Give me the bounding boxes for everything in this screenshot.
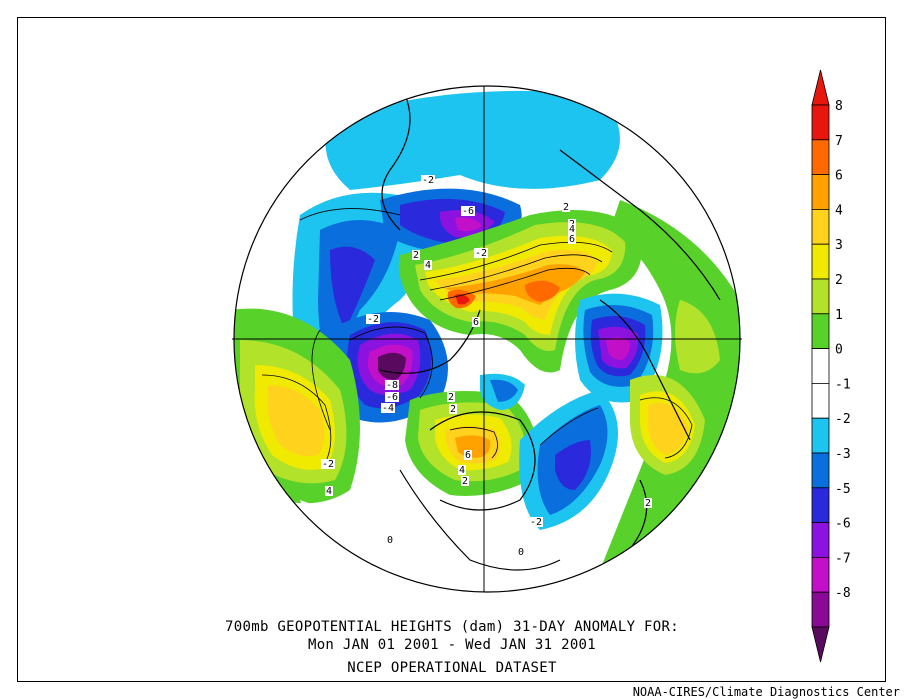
contour-label: 2	[448, 392, 454, 403]
contour-label-bg	[461, 476, 469, 486]
colorbar-swatch	[811, 174, 830, 210]
contour-label-bg	[568, 224, 576, 234]
contour-label: -2	[322, 459, 334, 470]
colorbar-label: 4	[835, 203, 843, 218]
anomaly-field	[234, 86, 740, 592]
contour-label-bg	[461, 206, 475, 216]
contour-label-bg	[412, 250, 420, 260]
colorbar-label: 2	[835, 273, 843, 288]
contour-label: 2	[645, 498, 651, 509]
contour-label-bg	[568, 234, 576, 244]
credit-text: NOAA-CIRES/Climate Diagnostics Center	[632, 685, 900, 699]
contour-label: 2	[563, 202, 569, 213]
title-line-2: Mon JAN 01 2001 - Wed JAN 31 2001	[307, 637, 597, 653]
colorbar-swatch	[811, 243, 830, 280]
contour-label-bg	[381, 403, 395, 413]
colorbar-bottom-arrow	[811, 626, 830, 663]
contour-label-bg	[321, 459, 335, 469]
contour-label: 6	[473, 317, 479, 328]
contour-label: -6	[462, 206, 474, 217]
colorbar-label: 8	[835, 99, 843, 114]
colorbar-top-arrow	[811, 69, 830, 106]
colorbar-label: -8	[835, 586, 851, 601]
colorbar-swatch	[811, 522, 830, 558]
contour-label: 6	[569, 234, 575, 245]
colorbar-swatch	[811, 417, 830, 454]
contour-label: 4	[569, 224, 575, 235]
contour-label: -2	[475, 248, 487, 259]
contour-label: -6	[386, 392, 398, 403]
contour-label-bg	[472, 317, 480, 327]
contour-label-bg	[385, 392, 399, 402]
contour-label-bg	[447, 392, 455, 402]
contour-label: -8	[386, 380, 398, 391]
colorbar-swatch	[811, 452, 830, 489]
contour-label-bg	[644, 498, 652, 508]
contour-lines	[261, 208, 693, 469]
colorbar-label: -5	[835, 482, 851, 497]
title-line-3: NCEP OPERATIONAL DATASET	[347, 660, 557, 676]
contour-label-bg	[385, 380, 399, 390]
contour-label-bg	[366, 314, 380, 324]
colorbar-label: -1	[835, 377, 851, 392]
contour-label: 2	[462, 476, 468, 487]
colorbar-label: 6	[835, 169, 843, 184]
map-boundary	[233, 85, 741, 593]
contour-label: 6	[465, 450, 471, 461]
title-line-1: 700mb GEOPOTENTIAL HEIGHTS (dam) 31-DAY …	[225, 619, 679, 635]
contour-label: 2	[413, 250, 419, 261]
contour-label: 4	[425, 260, 431, 271]
contour-label-bg	[386, 535, 394, 545]
contour-label-bg	[424, 260, 432, 270]
colorbar-label: -3	[835, 447, 851, 462]
colorbar-label: -2	[835, 412, 851, 427]
colorbar-swatch	[811, 557, 830, 593]
contour-label-bg	[421, 175, 435, 185]
contour-label-bg	[562, 202, 570, 212]
colorbar: 8 7 6 4 3 2 1 0 -1 -2 -3 -5 -6 -7 -8	[811, 69, 851, 663]
contour-label: -2	[422, 175, 434, 186]
contour-label-bg	[517, 547, 525, 557]
colorbar-swatch	[811, 348, 830, 384]
colorbar-swatch	[811, 104, 830, 141]
plot-frame	[17, 17, 886, 682]
colorbar-label: 1	[835, 308, 843, 323]
contour-label-bg	[449, 404, 457, 414]
colorbar-label: 0	[835, 343, 843, 358]
contour-label: 4	[459, 465, 465, 476]
colorbar-label: -7	[835, 551, 851, 566]
contour-label: 0	[518, 547, 524, 558]
contour-label-bg	[458, 465, 466, 475]
contour-label: 0	[387, 535, 393, 546]
colorbar-swatch	[811, 139, 830, 176]
contour-label: -2	[367, 314, 379, 325]
contour-label-bg	[474, 248, 488, 258]
contour-label-bg	[325, 486, 333, 496]
contour-label-bg	[529, 517, 543, 527]
colorbar-label: 3	[835, 238, 843, 253]
contour-label: 2	[450, 404, 456, 415]
colorbar-swatch	[811, 487, 830, 523]
colorbar-swatch	[811, 382, 830, 419]
contour-label: -4	[382, 403, 394, 414]
colorbar-swatch	[811, 313, 830, 349]
contour-label-bg	[464, 450, 472, 460]
colorbar-swatch	[811, 278, 830, 315]
contour-label: -2	[530, 517, 542, 528]
contour-label: 4	[326, 486, 332, 497]
colorbar-label: -6	[835, 517, 851, 532]
colorbar-swatch	[811, 208, 830, 245]
colorbar-label: 7	[835, 134, 843, 149]
